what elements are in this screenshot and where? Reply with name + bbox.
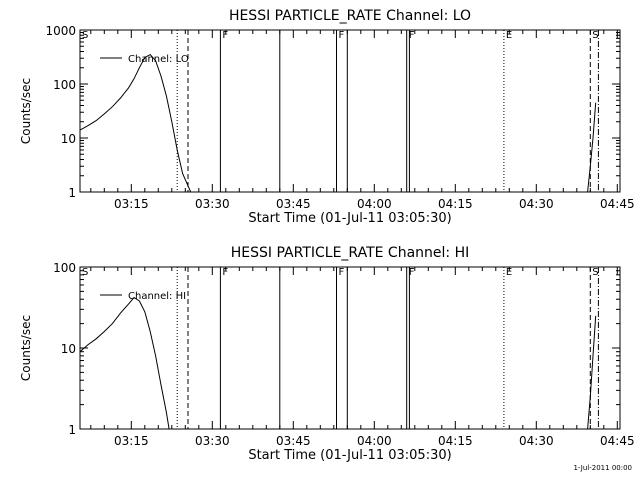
x-tick-label: 03:30 <box>195 197 230 211</box>
event-marker-label: S <box>82 267 88 278</box>
y-tick-label: 10 <box>61 342 76 356</box>
y-tick-label: 1000 <box>45 24 76 38</box>
x-tick-label: 04:30 <box>519 197 554 211</box>
chart-title: HESSI PARTICLE_RATE Channel: LO <box>229 8 471 24</box>
x-tick-label: 03:30 <box>195 434 230 448</box>
x-tick-label: 03:45 <box>276 197 311 211</box>
y-tick-label: 1 <box>68 186 76 200</box>
x-tick-label: 04:45 <box>600 434 635 448</box>
x-axis-label: Start Time (01-Jul-11 03:05:30) <box>248 211 451 226</box>
series-line <box>80 296 170 429</box>
chart-0: HESSI PARTICLE_RATE Channel: LO 03:15 03:3… <box>19 8 635 226</box>
x-tick-label: 04:15 <box>438 197 473 211</box>
x-tick-label: 04:15 <box>438 434 473 448</box>
footer-timestamp: 1-Jul-2011 00:00 <box>573 464 632 472</box>
event-marker-label: E <box>506 267 512 278</box>
x-tick-label: 03:15 <box>114 434 149 448</box>
y-tick-label: 100 <box>53 261 76 275</box>
event-marker-label: F <box>222 30 228 41</box>
x-axis-label: Start Time (01-Jul-11 03:05:30) <box>248 448 451 463</box>
x-tick-label: 03:45 <box>276 434 311 448</box>
event-marker-label: F <box>339 267 345 278</box>
y-axis-label: Counts/sec <box>19 315 33 381</box>
series-line <box>587 102 597 192</box>
series-line <box>80 53 192 192</box>
x-tick-label: 03:15 <box>114 197 149 211</box>
event-marker-label: S <box>592 30 598 41</box>
legend-label: Channel: HI <box>128 291 186 302</box>
event-marker-label: F <box>339 30 345 41</box>
x-tick-label: 04:00 <box>357 197 392 211</box>
y-tick-label: 10 <box>61 132 76 146</box>
x-tick-label: 04:45 <box>600 197 635 211</box>
y-tick-label: 1 <box>68 423 76 437</box>
event-marker-label: F <box>409 267 415 278</box>
event-marker-label: S <box>592 267 598 278</box>
y-axis-label: Counts/sec <box>19 78 33 144</box>
x-tick-label: 04:00 <box>357 434 392 448</box>
legend-label: Channel: LO <box>128 54 189 65</box>
event-marker-label: S <box>82 30 88 41</box>
chart-1: HESSI PARTICLE_RATE Channel: HI 03:15 03:3… <box>19 245 635 463</box>
chart-title: HESSI PARTICLE_RATE Channel: HI <box>231 245 469 261</box>
y-tick-label: 100 <box>53 78 76 92</box>
event-marker-label: F <box>222 267 228 278</box>
x-tick-label: 04:30 <box>519 434 554 448</box>
series-line <box>587 315 597 429</box>
event-marker-label: F <box>409 30 415 41</box>
event-marker-label: E <box>506 30 512 41</box>
